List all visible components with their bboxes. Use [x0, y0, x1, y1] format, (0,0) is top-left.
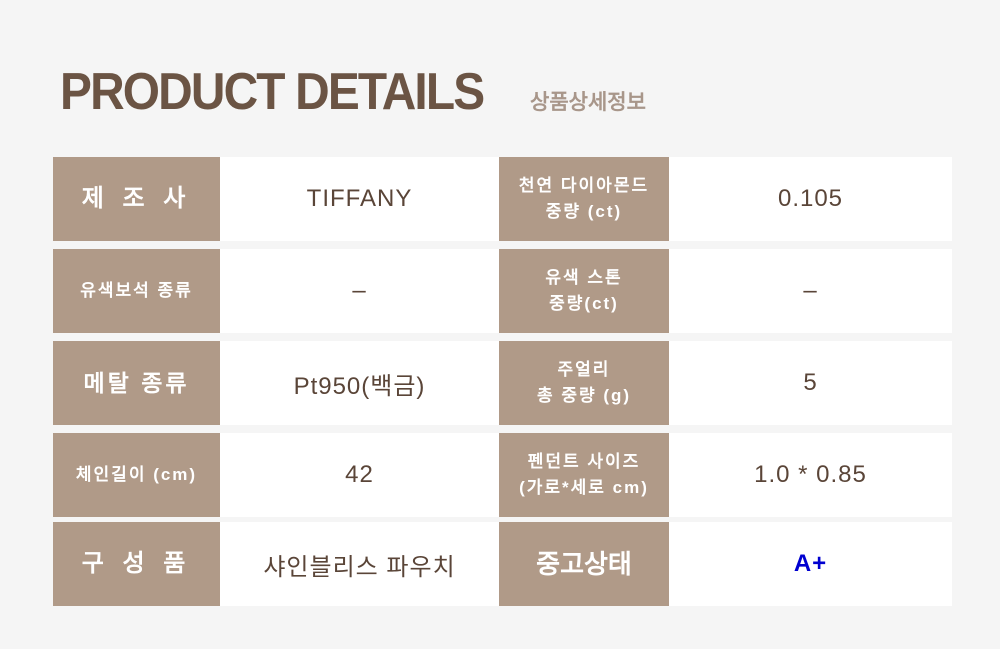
value-manufacturer: TIFFANY	[220, 157, 499, 241]
value-components: 샤인블리스 파우치	[220, 522, 499, 606]
value-chain-length: 42	[220, 433, 499, 517]
value-total-weight: 5	[669, 341, 952, 425]
label-manufacturer: 제 조 사	[53, 157, 220, 241]
value-metal-type: Pt950(백금)	[220, 341, 499, 425]
table-row: 구 성 품 샤인블리스 파우치 중고상태 A+	[53, 522, 952, 606]
label-gem-type: 유색보석 종류	[53, 249, 220, 333]
table-row: 유색보석 종류 – 유색 스톤 중량(ct) –	[53, 249, 952, 333]
label-total-weight: 주얼리 총 중량 (g)	[499, 341, 669, 425]
value-gem-type: –	[220, 249, 499, 333]
value-condition-grade: A+	[669, 522, 952, 606]
label-metal-type: 메탈 종류	[53, 341, 220, 425]
value-diamond-weight: 0.105	[669, 157, 952, 241]
table-row: 제 조 사 TIFFANY 천연 다이아몬드 중량 (ct) 0.105	[53, 157, 952, 241]
table-row: 메탈 종류 Pt950(백금) 주얼리 총 중량 (g) 5	[53, 341, 952, 425]
label-stone-weight: 유색 스톤 중량(ct)	[499, 249, 669, 333]
label-pendant-size: 펜던트 사이즈 (가로*세로 cm)	[499, 433, 669, 517]
page-title: PRODUCT DETAILS	[60, 63, 485, 121]
label-diamond-weight: 천연 다이아몬드 중량 (ct)	[499, 157, 669, 241]
label-condition: 중고상태	[499, 522, 669, 606]
label-chain-length: 체인길이 (cm)	[53, 433, 220, 517]
table-row: 체인길이 (cm) 42 펜던트 사이즈 (가로*세로 cm) 1.0 * 0.8…	[53, 433, 952, 517]
page-subtitle: 상품상세정보	[530, 91, 646, 114]
value-stone-weight: –	[669, 249, 952, 333]
label-components: 구 성 품	[53, 522, 220, 606]
value-pendant-size: 1.0 * 0.85	[669, 433, 952, 517]
